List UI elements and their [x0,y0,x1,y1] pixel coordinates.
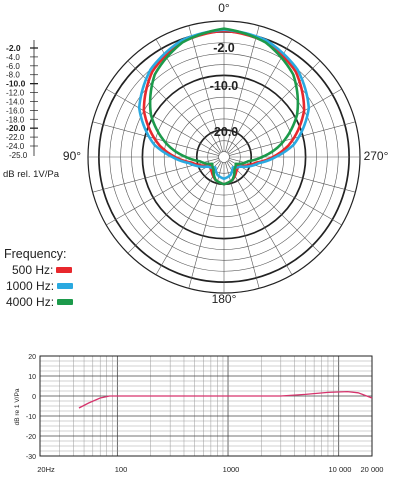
legend-item-4000hz: 4000 Hz: [4,294,74,310]
scale-tick-label: -14.0 [6,97,25,106]
response-curve [78,390,373,409]
frequency-legend: Frequency: 500 Hz: 1000 Hz: 4000 Hz: [4,246,74,310]
legend-item-1000hz: 1000 Hz: [4,278,74,294]
scale-tick-label: -6.0 [6,62,20,71]
y-tick-10: 10 [28,374,36,381]
y-tick-minus-30: -30 [26,454,36,461]
y-tick-0: 0 [32,394,36,401]
x-tick-10000: 10 000 [329,465,352,474]
ring-label-20: -20.0 [210,125,239,139]
scale-end-label: -25.0 [9,151,28,160]
polar-series [137,27,311,186]
polar-spoke [106,159,220,226]
polar-grid [87,20,361,294]
legend-swatch-4000hz [57,299,74,305]
scale-tick-label: -12.0 [6,89,25,98]
response-grid [39,355,373,457]
polar-spoke [155,161,222,275]
y-tick-20: 20 [28,354,36,361]
ring-label-10: -10.0 [210,79,239,93]
ring-label-2: -2.0 [213,41,235,55]
response-labels: 20Hz 100 1000 10 000 20 000 20 10 0 -10 … [14,354,383,474]
legend-label-1000hz: 1000 Hz: [6,279,55,293]
scale-tick-label: -22.0 [6,133,25,142]
legend-label-500hz: 500 Hz: [12,263,54,277]
polar-series-1000hz [137,28,311,181]
angle-label-180: 180° [212,292,237,306]
polar-ring [218,151,230,163]
polar-spoke [229,158,356,193]
polar-spoke [228,159,342,226]
scale-tick-label: -8.0 [6,71,20,80]
scale-tick-label: -4.0 [6,53,20,62]
legend-title: Frequency: [4,247,67,261]
polar-scale: -2.0-4.0-6.0-8.0-10.0-12.0-14.0-16.0-18.… [6,40,38,156]
response-frame [39,355,373,457]
x-tick-100: 100 [115,465,128,474]
polar-spoke [227,160,321,254]
polar-spoke [228,88,342,155]
polar-spoke [127,160,221,254]
scale-tick-label: -2.0 [6,43,21,53]
angle-label-0: 0° [218,1,230,15]
polar-spoke [106,88,220,155]
scale-tick-label: -16.0 [6,106,25,115]
scale-tick-label: -18.0 [6,115,25,124]
angle-label-270: 270° [364,149,389,163]
legend-item-500hz: 500 Hz: [4,262,73,278]
y-tick-minus-20: -20 [26,434,36,441]
x-tick-20hz: 20Hz [37,465,55,474]
polar-series-4000hz [148,27,300,186]
x-tick-1000: 1000 [223,465,240,474]
scale-unit-label: dB rel. 1V/Pa [3,169,60,180]
legend-swatch-500hz [56,267,73,273]
polar-spoke [92,158,219,193]
polar-spoke [227,60,321,154]
polar-labels: 0° 90° 180° 270° -2.0 -10.0 -20.0 -25.0 … [3,1,389,306]
x-tick-20000: 20 000 [361,465,384,474]
angle-label-90: 90° [63,149,81,163]
legend-label-4000hz: 4000 Hz: [6,295,55,309]
response-series [78,390,373,409]
y-axis-label: dB re 1 V/Pa [14,388,21,425]
polar-spoke [188,162,223,289]
scale-tick-label: -24.0 [6,142,25,151]
polar-spoke [225,162,260,289]
polar-spoke [127,60,221,154]
scale-tick-label: -20.0 [6,123,26,133]
polar-spoke [188,25,223,152]
legend-swatch-1000hz [57,283,74,289]
scale-tick-label: -10.0 [6,79,26,89]
polar-spoke [226,161,293,275]
y-tick-minus-10: -10 [26,414,36,421]
polar-spoke [225,25,260,152]
